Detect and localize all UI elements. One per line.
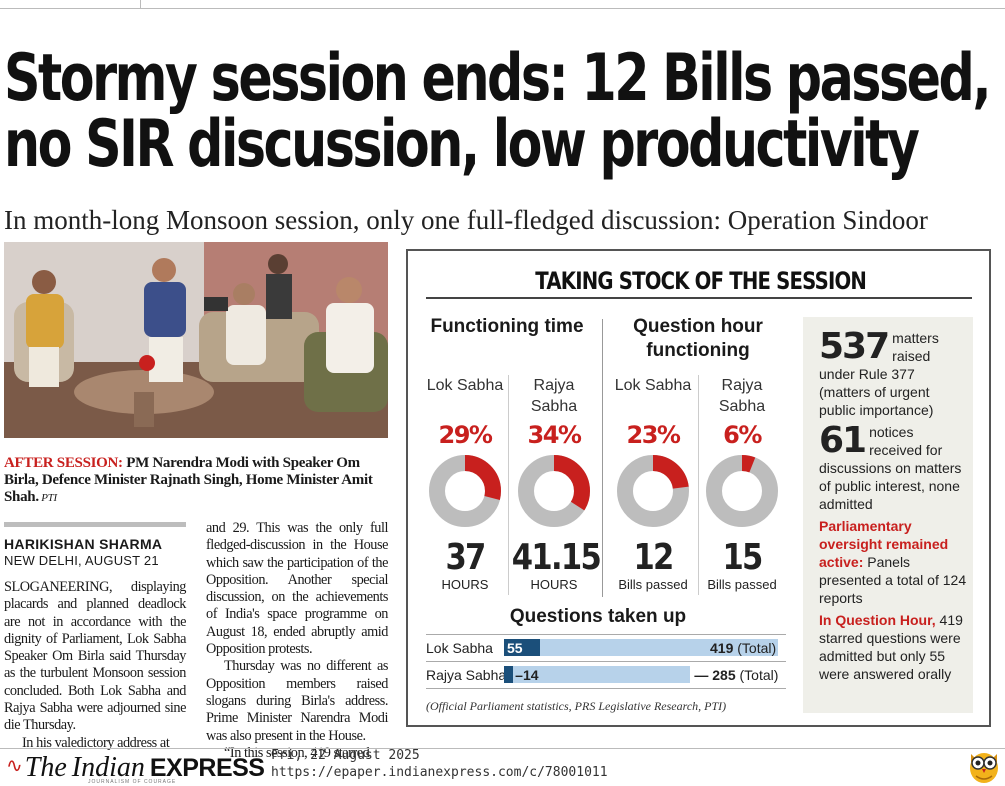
title-rule — [426, 297, 972, 299]
total-value: 419 (Total) — [710, 640, 777, 656]
questions-title: Questions taken up — [509, 606, 687, 627]
house-label: Rajya Sabha — [718, 377, 766, 415]
figure-unit: Bills passed — [618, 577, 688, 592]
figure-number: 12 — [633, 537, 674, 578]
paragraph: SLOGANEERING, displaying placards and pl… — [4, 579, 186, 734]
stat-notices: 61 notices received for discussions on ma… — [819, 423, 967, 513]
logo-swoosh-icon: ∿ — [6, 753, 23, 777]
question-row-label: Rajya Sabha — [426, 667, 507, 683]
edition-date: Fri, 22 August 2025 — [271, 748, 420, 763]
donut-slice — [706, 455, 778, 527]
infographic: TAKING STOCK OF THE SESSION Functioning … — [406, 249, 991, 727]
row-rule — [426, 688, 786, 689]
percentage-label: 23% — [626, 421, 681, 449]
note-lead: In Question Hour, — [819, 612, 936, 628]
donut-slice — [518, 455, 590, 527]
figure-number: 37 — [445, 537, 486, 578]
footer-rule — [0, 748, 1005, 749]
stat-text: notices received for discussions on matt… — [819, 424, 962, 512]
donut-chart — [617, 455, 689, 527]
question-row-label: Lok Sabha — [426, 640, 493, 656]
donut-chart — [518, 455, 590, 527]
byline-rule — [4, 522, 186, 527]
figure-unit: HOURS — [441, 577, 489, 592]
epaper-url[interactable]: https://epaper.indianexpress.com/c/78001… — [271, 765, 608, 780]
row-rule — [426, 661, 786, 662]
answered-bar — [504, 639, 540, 656]
note-text: 419 starred questions were admitted but … — [819, 612, 963, 682]
owl-icon[interactable] — [968, 746, 1000, 784]
article-column-1: SLOGANEERING, displaying placards and pl… — [4, 579, 186, 752]
question-hour-title: Question hour functioning — [633, 316, 763, 361]
stat-number: 61 — [819, 420, 867, 461]
indian-express-logo: ∿The Indian EXPRESS — [6, 752, 265, 784]
note-text: Panels presented a total of 124 reports — [819, 554, 967, 606]
stat-number: 537 — [819, 326, 890, 367]
column-divider — [698, 375, 699, 595]
news-photo — [4, 242, 388, 438]
figure-number: 41.15 — [511, 537, 602, 578]
percentage-label: 34% — [527, 421, 582, 449]
caption-text: PM Narendra Modi with Speaker Om Birla, … — [4, 455, 373, 505]
answered-value: –14 — [515, 667, 539, 683]
question-hour-note: In Question Hour, 419 starred questions … — [819, 611, 967, 683]
figure-unit: Bills passed — [707, 577, 777, 592]
article-column-2: and 29. This was the only full fledged-d… — [206, 520, 388, 762]
headline-line-2: no SIR discussion, low productivity — [4, 107, 920, 182]
headline: Stormy session ends: 12 Bills passed, no… — [4, 41, 992, 182]
paragraph: Thursday was no different as Opposition … — [206, 658, 388, 744]
logo-express: EXPRESS — [149, 754, 265, 782]
donut-slice — [429, 455, 501, 527]
stat-rule-377: 537 matters raised under Rule 377 (matter… — [819, 329, 967, 419]
percentage-label: 29% — [438, 421, 493, 449]
figure-number: 15 — [722, 537, 763, 578]
logo-indian: Indian — [71, 752, 145, 783]
oversight-note: Parliamentary oversight remained active:… — [819, 517, 967, 607]
byline: HARIKISHAN SHARMA — [4, 536, 163, 552]
row-rule — [426, 634, 786, 635]
figure-unit: HOURS — [530, 577, 578, 592]
stat-text: matters raised under Rule 377 (matters o… — [819, 330, 939, 418]
column-divider — [508, 375, 509, 595]
subheadline: In month-long Monsoon session, only one … — [4, 205, 928, 235]
logo-the: The — [24, 752, 67, 783]
percentage-label: 6% — [723, 421, 762, 449]
answered-value: 55 — [507, 640, 523, 656]
total-bar — [504, 639, 778, 656]
stats-sidebar: 537 matters raised under Rule 377 (matter… — [803, 317, 973, 713]
paragraph: and 29. This was the only full fledged-d… — [206, 520, 388, 658]
house-label: Lok Sabha — [614, 377, 692, 394]
donut-chart — [706, 455, 778, 527]
caption-credit: PTI — [38, 492, 57, 504]
donut-track — [706, 455, 778, 527]
photo-caption: AFTER SESSION: PM Narendra Modi with Spe… — [4, 455, 394, 507]
dateline: NEW DELHI, AUGUST 21 — [4, 553, 159, 568]
logo-tagline: JOURNALISM OF COURAGE — [88, 779, 177, 785]
source-note: (Official Parliament statistics, PRS Leg… — [426, 699, 727, 713]
paragraph: In his valedictory address at — [22, 734, 170, 751]
section-divider — [602, 319, 603, 597]
caption-lead: AFTER SESSION: — [4, 455, 123, 471]
headline-line-1: Stormy session ends: 12 Bills passed, — [4, 41, 992, 116]
top-frame-tab — [0, 0, 141, 9]
note-lead: Parliamentary oversight remained active: — [819, 518, 949, 570]
total-value: — 285 (Total) — [694, 667, 779, 683]
infographic-title: TAKING STOCK OF THE SESSION — [535, 267, 867, 295]
functioning-time-title: Functioning time — [430, 316, 584, 337]
house-label: Lok Sabha — [426, 377, 504, 394]
donut-slice — [617, 455, 689, 527]
donut-chart — [429, 455, 501, 527]
answered-bar — [504, 666, 514, 683]
top-frame — [0, 0, 1005, 9]
house-label: Rajya Sabha — [530, 377, 578, 415]
total-bar — [504, 666, 691, 683]
